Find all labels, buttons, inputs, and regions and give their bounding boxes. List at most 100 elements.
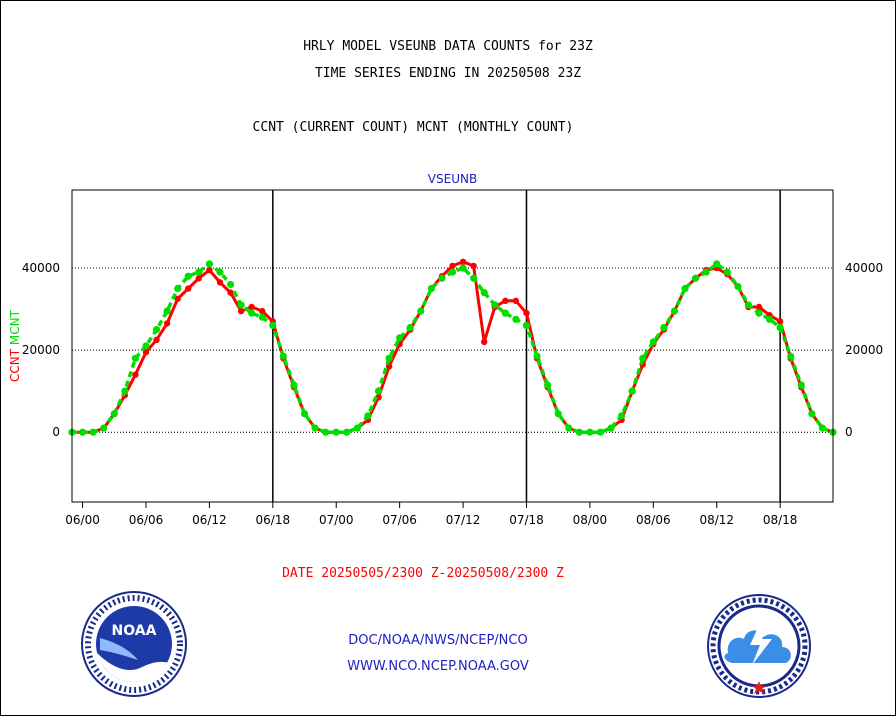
y-tick-label-right: 20000 xyxy=(845,343,883,357)
data-point-mcnt xyxy=(311,424,319,432)
data-point-mcnt xyxy=(427,284,435,293)
data-point-mcnt xyxy=(216,268,224,276)
x-tick-label: 07/12 xyxy=(446,513,481,527)
data-point-mcnt xyxy=(544,381,552,389)
data-point-mcnt xyxy=(744,301,753,309)
data-point-mcnt xyxy=(332,428,340,436)
x-tick-label: 06/06 xyxy=(129,513,164,527)
plot-axes xyxy=(71,189,834,508)
data-point-ccnt xyxy=(132,371,139,378)
data-point-ccnt xyxy=(776,318,784,325)
plot-grid xyxy=(72,190,833,502)
star-icon xyxy=(752,681,766,694)
data-point-mcnt xyxy=(787,352,795,360)
data-point-mcnt xyxy=(290,381,298,389)
data-point-mcnt xyxy=(713,260,721,268)
x-tick-label: 07/06 xyxy=(382,513,417,527)
y-tick-label-left: 0 xyxy=(52,425,60,439)
data-point-mcnt xyxy=(152,325,161,334)
data-point-ccnt xyxy=(227,289,234,296)
x-tick-label: 08/12 xyxy=(699,513,734,527)
data-point-ccnt xyxy=(163,320,171,327)
data-point-mcnt xyxy=(670,307,679,315)
y-tick-label-left: 40000 xyxy=(22,261,60,275)
data-point-mcnt xyxy=(163,307,171,315)
x-tick-label: 06/00 xyxy=(65,513,100,527)
data-point-mcnt xyxy=(322,428,330,436)
data-point-ccnt xyxy=(470,262,477,270)
agency-link[interactable]: DOC/NOAA/NWS/NCEP/NCO xyxy=(348,633,528,648)
data-point-mcnt xyxy=(797,381,805,389)
data-point-mcnt xyxy=(691,274,700,282)
data-point-mcnt xyxy=(396,334,404,342)
plot-labels: 0 0 20000 20000 40000 40000 06/00 06/06 06/12 06/… xyxy=(8,172,883,527)
data-point-mcnt xyxy=(649,338,657,346)
data-point-mcnt xyxy=(459,264,467,272)
data-point-mcnt xyxy=(374,387,383,395)
x-tick-label: 08/18 xyxy=(763,513,798,527)
x-tick-label: 07/18 xyxy=(509,513,544,527)
data-point-mcnt xyxy=(512,315,520,323)
date-range: DATE 20250505/2300 Z-20250508/2300 Z xyxy=(282,566,564,581)
data-point-mcnt xyxy=(586,428,594,436)
data-point-mcnt xyxy=(343,428,351,436)
data-point-ccnt xyxy=(385,363,393,370)
website-link[interactable]: WWW.NCO.NCEP.NOAA.GOV xyxy=(347,659,529,674)
series-description: CCNT (CURRENT COUNT) MCNT (MONTHLY COUNT… xyxy=(252,120,574,135)
data-point-mcnt xyxy=(226,280,235,289)
chart-subtitle: TIME SERIES ENDING IN 20250508 23Z xyxy=(314,66,582,81)
data-point-mcnt xyxy=(470,274,478,282)
data-point-mcnt xyxy=(184,272,192,280)
chart-title: HRLY MODEL VSEUNB DATA COUNTS for 23Z xyxy=(303,39,593,54)
data-point-ccnt xyxy=(259,307,266,315)
data-point-ccnt xyxy=(502,297,509,305)
noaa-logo: NOAA xyxy=(81,591,187,697)
data-point-mcnt xyxy=(681,284,689,293)
data-point-mcnt xyxy=(110,410,118,418)
data-point-mcnt xyxy=(522,321,531,330)
data-point-mcnt xyxy=(78,428,87,436)
data-point-mcnt xyxy=(406,323,414,332)
data-point-mcnt xyxy=(818,424,827,432)
data-point-ccnt xyxy=(206,266,213,274)
data-point-mcnt xyxy=(417,307,425,315)
data-point-mcnt xyxy=(533,352,541,360)
data-point-mcnt xyxy=(808,410,816,418)
data-point-mcnt xyxy=(501,309,509,317)
y-axis-label: CCNT MCNT xyxy=(8,309,22,382)
data-point-mcnt xyxy=(174,284,182,293)
y-axis-label-mcnt: MCNT xyxy=(8,309,22,345)
data-point-mcnt xyxy=(300,410,309,418)
cloud-icon xyxy=(724,630,791,663)
data-point-ccnt xyxy=(142,348,150,356)
x-tick-label: 08/06 xyxy=(636,513,671,527)
plot-border xyxy=(71,189,834,503)
x-tick-label: 07/00 xyxy=(319,513,354,527)
panel-label: VSEUNB xyxy=(428,172,477,186)
data-point-ccnt xyxy=(216,279,224,286)
data-point-mcnt xyxy=(607,424,615,432)
data-point-mcnt xyxy=(596,428,605,436)
data-point-mcnt xyxy=(205,260,214,268)
data-point-mcnt xyxy=(776,323,784,332)
data-point-mcnt xyxy=(142,342,150,350)
data-point-mcnt xyxy=(765,315,774,323)
data-point-mcnt xyxy=(195,268,203,276)
data-point-mcnt xyxy=(448,268,457,276)
data-point-mcnt xyxy=(279,352,287,360)
plot-series xyxy=(68,258,837,436)
data-point-mcnt xyxy=(702,268,710,276)
data-point-mcnt xyxy=(89,428,97,436)
data-point-mcnt xyxy=(575,428,583,436)
x-tick-label: 06/12 xyxy=(192,513,227,527)
data-point-ccnt xyxy=(523,309,530,317)
y-axis-label-ccnt: CCNT xyxy=(8,345,22,382)
noaa-logo-text: NOAA xyxy=(112,623,157,639)
data-point-mcnt xyxy=(438,274,446,282)
data-point-mcnt xyxy=(755,309,763,317)
lightning-icon xyxy=(750,623,772,665)
data-point-ccnt xyxy=(185,285,192,292)
data-point-mcnt xyxy=(258,313,266,321)
data-point-mcnt xyxy=(364,412,372,420)
